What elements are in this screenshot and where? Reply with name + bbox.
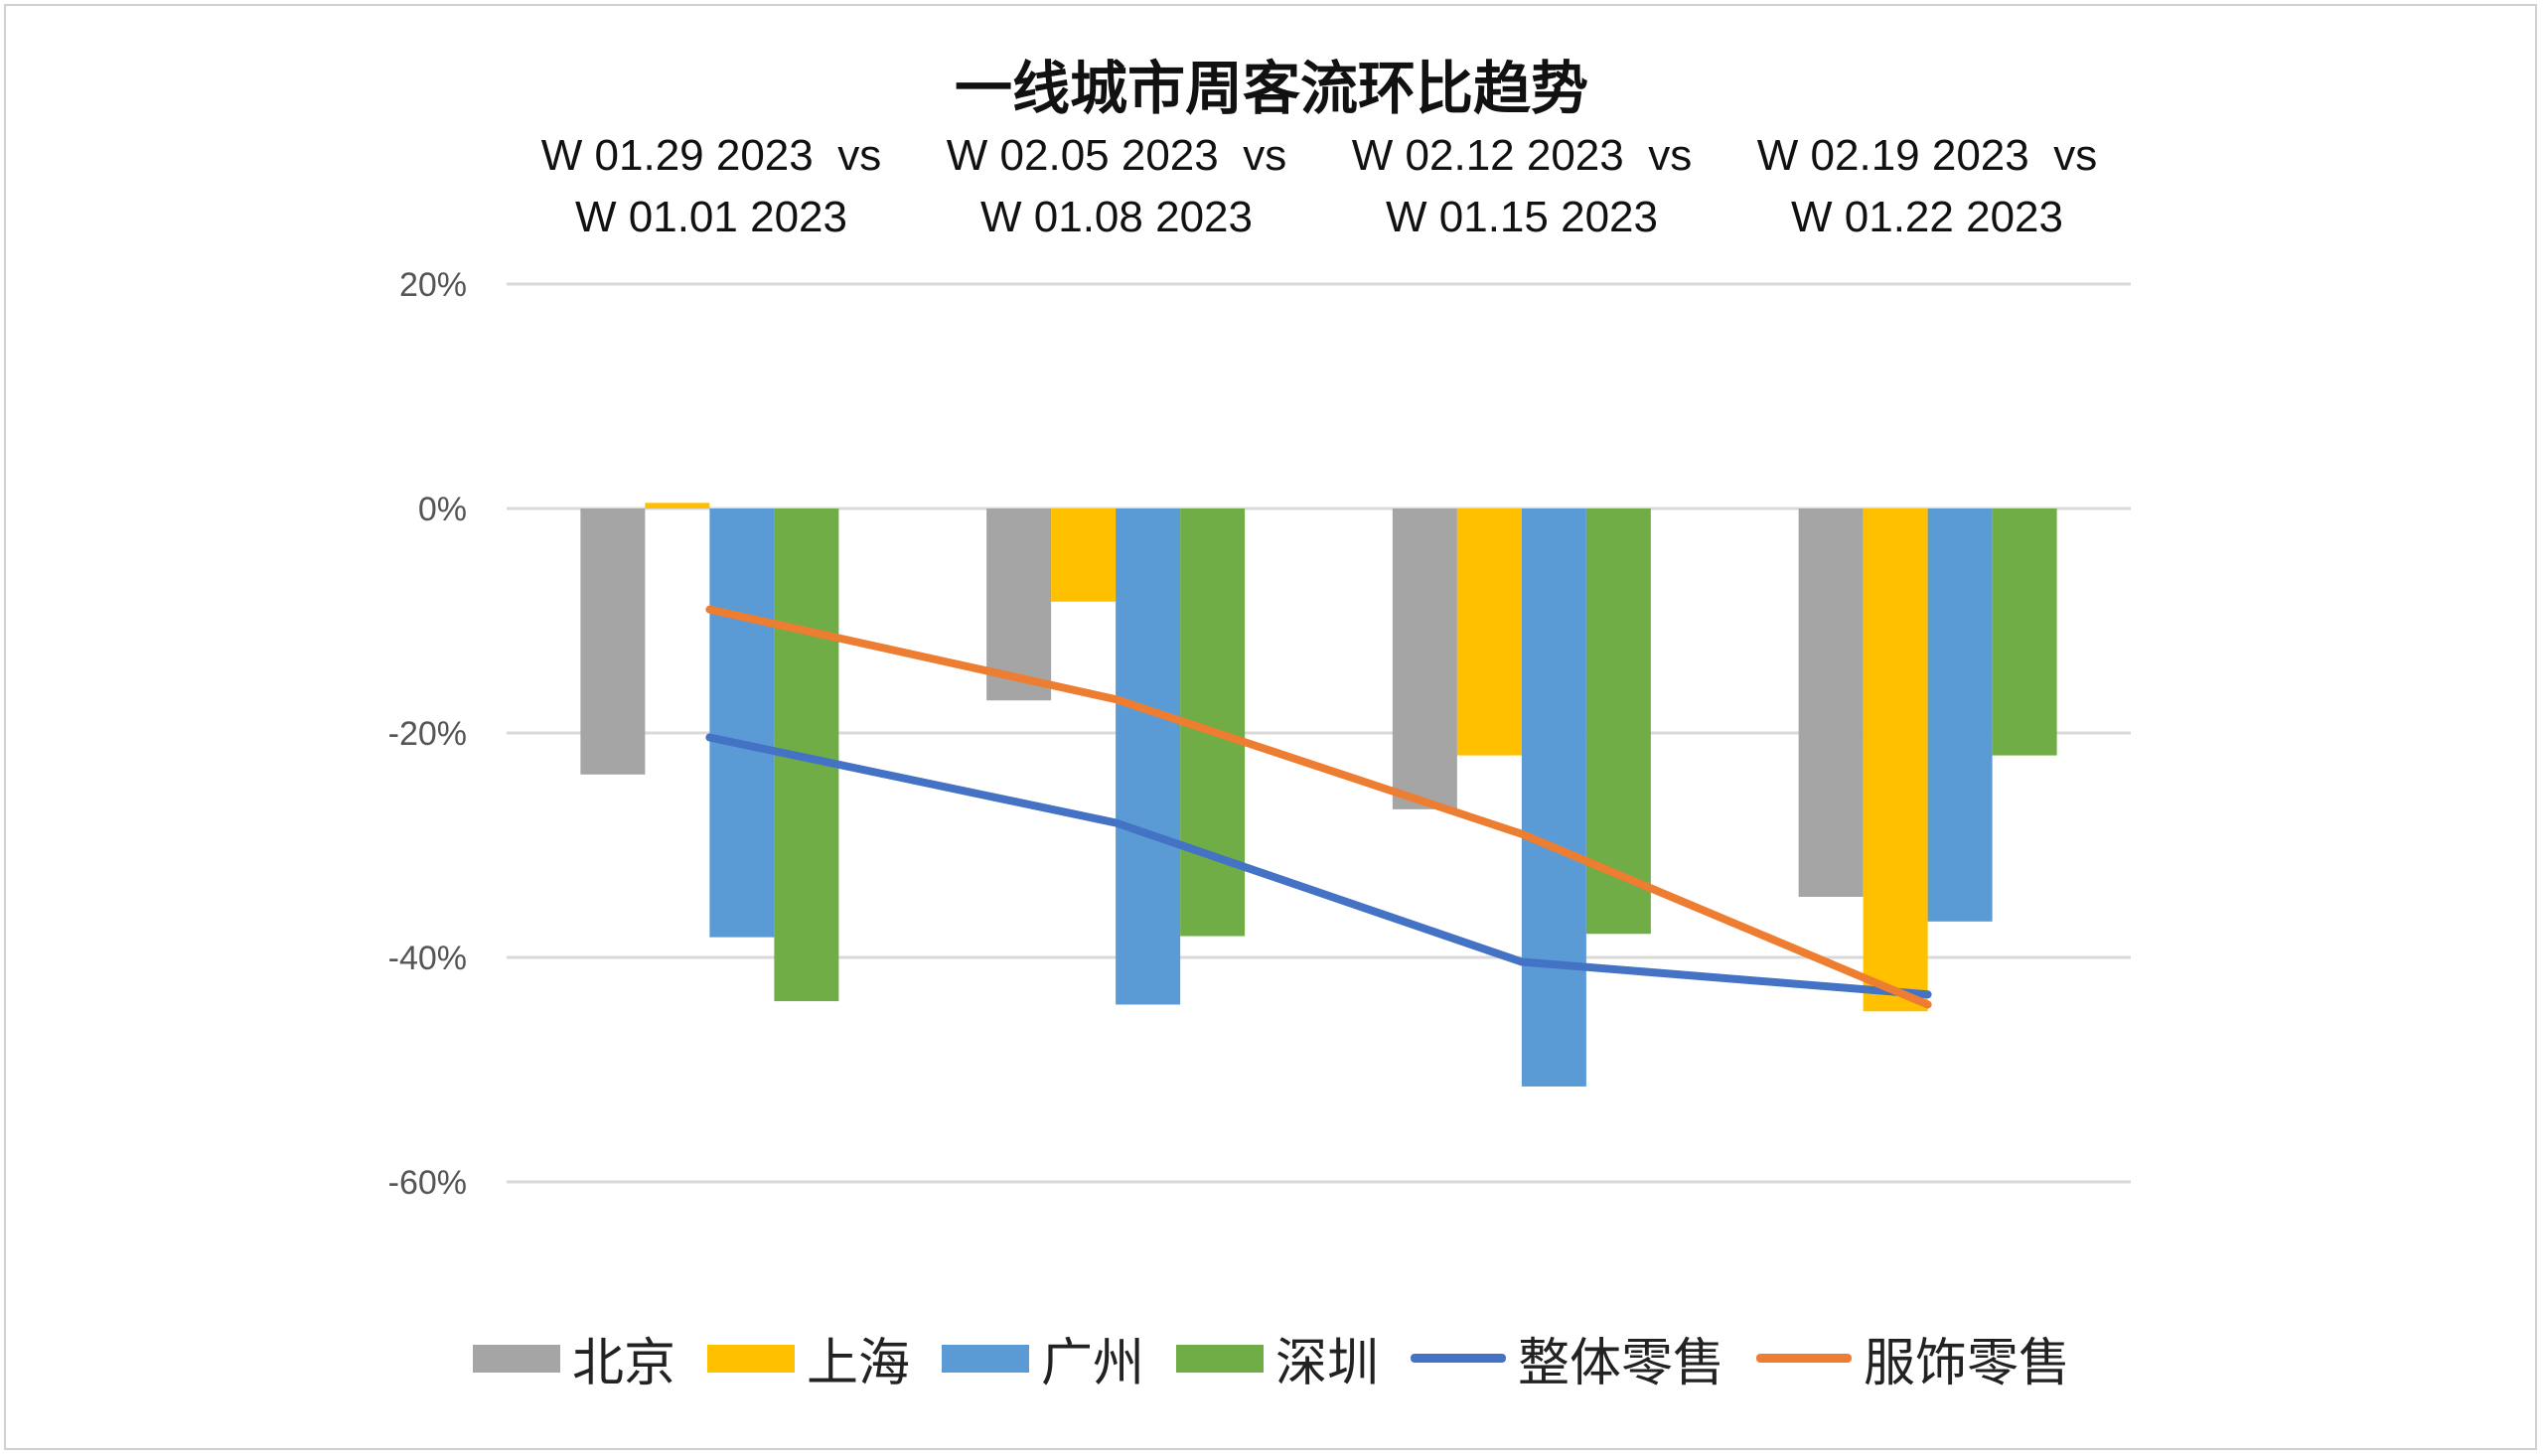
bar	[580, 509, 646, 775]
category-label-4: W 02.19 2023 vs W 01.22 2023	[1719, 125, 2136, 248]
bar	[1992, 509, 2057, 756]
legend-label-beijing: 北京	[571, 1334, 675, 1393]
legend-swatch-apparel-retail	[1756, 1354, 1853, 1363]
y-tick-label: 20%	[399, 266, 467, 304]
bar	[986, 509, 1052, 701]
category-label-1: W 01.29 2023 vs W 01.01 2023	[503, 125, 920, 248]
category-label-3-line1: W 02.12 2023 vs	[1351, 131, 1693, 180]
category-label-2-line1: W 02.05 2023 vs	[946, 131, 1287, 180]
legend-item-shenzhen: 深圳	[1176, 1321, 1379, 1395]
legend-label-shanghai: 上海	[806, 1334, 910, 1393]
legend-label-guangzhou: 广州	[1040, 1334, 1144, 1393]
legend-swatch-beijing	[472, 1344, 560, 1373]
y-tick-label: -60%	[388, 1164, 467, 1202]
bar	[1051, 509, 1117, 602]
legend-item-guangzhou: 广州	[941, 1321, 1144, 1395]
legend-swatch-shenzhen	[1176, 1344, 1264, 1373]
legend-swatch-guangzhou	[941, 1344, 1029, 1373]
chart-title: 一线城市周客流环比趋势	[954, 55, 1588, 122]
bar	[1927, 509, 1993, 922]
legend-swatch-shanghai	[706, 1344, 795, 1373]
category-label-3: W 02.12 2023 vs W 01.15 2023	[1313, 125, 1730, 248]
bar	[1585, 509, 1651, 935]
legend-item-beijing: 北京	[472, 1321, 675, 1395]
legend-label-shenzhen: 深圳	[1275, 1334, 1380, 1393]
legend-label-apparel-retail: 服饰零售	[1864, 1334, 2071, 1393]
legend-item-shanghai: 上海	[706, 1321, 910, 1395]
y-tick-label: 0%	[418, 491, 467, 528]
bar	[709, 509, 775, 938]
category-label-2-line2: W 01.08 2023	[980, 193, 1253, 241]
category-label-4-line1: W 02.19 2023 vs	[1756, 131, 2098, 180]
legend-swatch-overall-retail	[1411, 1354, 1507, 1363]
category-label-1-line2: W 01.01 2023	[575, 193, 847, 241]
bar	[1521, 509, 1586, 1087]
series-line	[705, 733, 1932, 999]
y-tick-label: -20%	[388, 715, 467, 753]
category-label-3-line2: W 01.15 2023	[1386, 193, 1658, 241]
series-line	[705, 605, 1932, 1009]
bar	[1116, 509, 1181, 1005]
bar	[1392, 509, 1457, 809]
category-label-2: W 02.05 2023 vs W 01.08 2023	[908, 125, 1325, 248]
bar	[645, 503, 710, 509]
category-label-1-line1: W 01.29 2023 vs	[540, 131, 882, 180]
chart-frame	[4, 4, 2537, 1450]
bar	[1456, 509, 1522, 756]
y-tick-label: -40%	[388, 940, 467, 977]
legend-item-apparel-retail: 服饰零售	[1756, 1321, 2070, 1395]
chart-legend: 北京 上海 广州 深圳 整体零售 服饰零售	[0, 1321, 2543, 1395]
bar	[1863, 509, 1928, 1012]
legend-label-overall-retail: 整体零售	[1518, 1334, 1725, 1393]
bar	[1798, 509, 1864, 897]
category-label-4-line2: W 01.22 2023	[1791, 193, 2063, 241]
legend-item-overall-retail: 整体零售	[1411, 1321, 1724, 1395]
